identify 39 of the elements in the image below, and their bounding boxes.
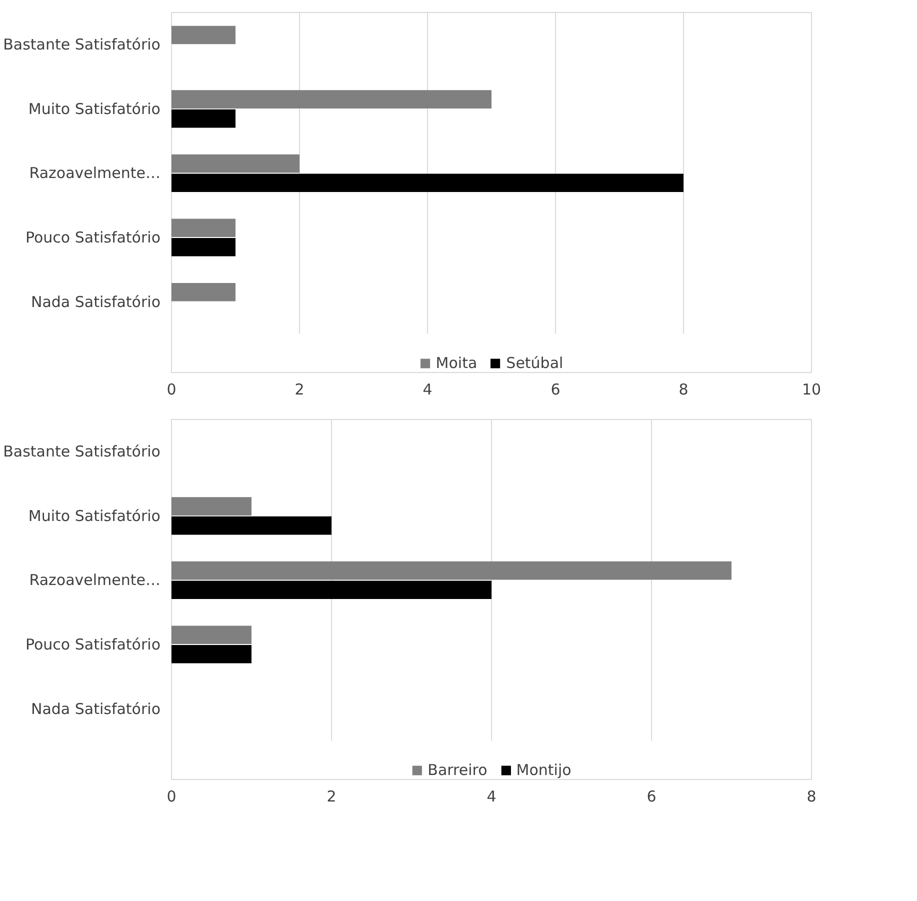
bar [172,282,236,302]
y-tick-label: Razoavelmente… [29,164,161,182]
bar [172,174,684,192]
bar [172,90,492,108]
x-tick-label: 4 [486,788,496,806]
bar [172,218,236,238]
y-tick-label: Pouco Satisfatório [25,636,161,654]
legend-label: Montijo [516,761,572,779]
y-tick-label: Nada Satisfatório [30,700,160,718]
bar [172,516,332,535]
y-tick-label: Pouco Satisfatório [25,228,161,246]
y-tick-label: Nada Satisfatório [30,292,160,311]
bar [172,497,252,516]
bar [172,561,732,580]
y-tick-label: Bastante Satisfatório [3,442,161,461]
y-tick-label: Bastante Satisfatório [3,36,161,54]
x-tick-label: 8 [678,380,688,398]
x-tick-label: 8 [806,788,816,806]
bar [172,26,236,44]
y-tick-label: Razoavelmente… [29,571,161,590]
bar [172,626,252,644]
x-tick-label: 2 [326,788,336,806]
legend-label: Moita [436,354,478,372]
x-tick-label: 4 [422,380,432,398]
y-tick-label: Muito Satisfatório [28,100,161,118]
x-tick-label: 2 [294,380,304,398]
legend-label: Barreiro [428,761,488,779]
x-tick-label: 6 [646,788,656,806]
x-tick-label: 10 [802,380,822,398]
x-tick-label: 0 [166,788,176,806]
bar [172,580,492,600]
x-tick-label: 0 [166,380,176,398]
legend-label: Setúbal [506,354,564,372]
x-tick-label: 6 [550,380,560,398]
y-tick-label: Muito Satisfatório [28,506,161,525]
bar [172,154,300,173]
bar [172,109,236,128]
bar [172,238,236,256]
bar [172,644,252,664]
